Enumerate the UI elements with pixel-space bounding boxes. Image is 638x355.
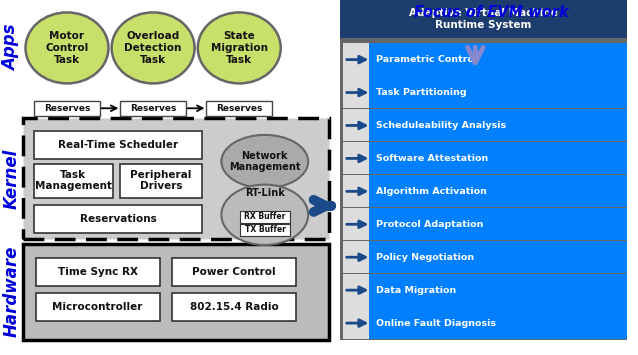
FancyBboxPatch shape bbox=[369, 175, 627, 207]
FancyBboxPatch shape bbox=[240, 211, 290, 223]
Text: Policy Negotiation: Policy Negotiation bbox=[376, 253, 475, 262]
FancyBboxPatch shape bbox=[369, 109, 627, 141]
FancyBboxPatch shape bbox=[36, 258, 160, 286]
Ellipse shape bbox=[26, 12, 108, 83]
FancyBboxPatch shape bbox=[340, 0, 627, 39]
FancyBboxPatch shape bbox=[340, 142, 627, 175]
FancyBboxPatch shape bbox=[34, 205, 202, 233]
Text: TX Buffer: TX Buffer bbox=[244, 225, 286, 234]
FancyBboxPatch shape bbox=[343, 109, 369, 141]
Text: Network
Management: Network Management bbox=[229, 151, 300, 172]
FancyBboxPatch shape bbox=[340, 331, 627, 340]
Text: Task
Management: Task Management bbox=[35, 170, 112, 191]
FancyBboxPatch shape bbox=[34, 131, 202, 159]
FancyBboxPatch shape bbox=[343, 273, 369, 306]
Text: Data Migration: Data Migration bbox=[376, 286, 457, 295]
FancyBboxPatch shape bbox=[36, 293, 160, 321]
FancyBboxPatch shape bbox=[172, 293, 296, 321]
FancyBboxPatch shape bbox=[340, 38, 627, 43]
FancyBboxPatch shape bbox=[369, 142, 627, 174]
FancyBboxPatch shape bbox=[340, 175, 627, 208]
Text: RT-Link: RT-Link bbox=[245, 189, 285, 198]
FancyBboxPatch shape bbox=[172, 258, 296, 286]
Text: Reserves: Reserves bbox=[216, 104, 262, 113]
Text: RX Buffer: RX Buffer bbox=[244, 212, 286, 221]
Text: Reservations: Reservations bbox=[80, 214, 156, 224]
Text: Software Attestation: Software Attestation bbox=[376, 154, 489, 163]
FancyBboxPatch shape bbox=[343, 241, 369, 273]
FancyBboxPatch shape bbox=[369, 76, 627, 109]
FancyBboxPatch shape bbox=[343, 175, 369, 207]
FancyBboxPatch shape bbox=[369, 208, 627, 240]
FancyBboxPatch shape bbox=[23, 244, 329, 340]
Text: Protocol Adaptation: Protocol Adaptation bbox=[376, 220, 484, 229]
FancyBboxPatch shape bbox=[369, 273, 627, 306]
FancyBboxPatch shape bbox=[343, 142, 369, 174]
FancyBboxPatch shape bbox=[120, 101, 186, 116]
FancyBboxPatch shape bbox=[343, 76, 369, 109]
FancyBboxPatch shape bbox=[369, 43, 627, 76]
Ellipse shape bbox=[221, 185, 308, 245]
FancyBboxPatch shape bbox=[23, 118, 329, 239]
Text: Scheduleability Analysis: Scheduleability Analysis bbox=[376, 121, 507, 130]
FancyBboxPatch shape bbox=[340, 109, 627, 142]
FancyBboxPatch shape bbox=[206, 101, 272, 116]
Text: Overload
Detection
Task: Overload Detection Task bbox=[124, 31, 182, 65]
FancyBboxPatch shape bbox=[34, 164, 113, 198]
Text: Power Control: Power Control bbox=[192, 267, 276, 278]
Text: Motor
Control
Task: Motor Control Task bbox=[45, 31, 89, 65]
FancyBboxPatch shape bbox=[343, 208, 369, 240]
Ellipse shape bbox=[112, 12, 195, 83]
FancyBboxPatch shape bbox=[369, 241, 627, 273]
FancyBboxPatch shape bbox=[340, 241, 627, 274]
FancyBboxPatch shape bbox=[34, 101, 100, 116]
Text: Online Fault Diagnosis: Online Fault Diagnosis bbox=[376, 318, 496, 328]
Text: Microcontroller: Microcontroller bbox=[52, 302, 143, 312]
Text: Hardware: Hardware bbox=[3, 246, 20, 338]
FancyBboxPatch shape bbox=[369, 306, 627, 339]
Text: Peripheral
Drivers: Peripheral Drivers bbox=[130, 170, 192, 191]
FancyBboxPatch shape bbox=[120, 164, 202, 198]
Text: Time Sync RX: Time Sync RX bbox=[57, 267, 138, 278]
Text: Adaptive Virtual Machine
Runtime System: Adaptive Virtual Machine Runtime System bbox=[409, 9, 558, 30]
Text: 802.15.4 Radio: 802.15.4 Radio bbox=[189, 302, 279, 312]
FancyBboxPatch shape bbox=[340, 43, 627, 76]
Ellipse shape bbox=[198, 12, 281, 83]
FancyBboxPatch shape bbox=[340, 273, 627, 307]
Text: Focus of EVM work: Focus of EVM work bbox=[414, 5, 568, 20]
Text: Reserves: Reserves bbox=[44, 104, 90, 113]
Text: Real-Time Scheduler: Real-Time Scheduler bbox=[58, 140, 178, 150]
Text: Apps: Apps bbox=[3, 25, 20, 71]
FancyBboxPatch shape bbox=[343, 306, 369, 339]
FancyBboxPatch shape bbox=[343, 43, 369, 76]
FancyBboxPatch shape bbox=[340, 208, 627, 241]
Text: Kernel: Kernel bbox=[3, 148, 20, 209]
FancyBboxPatch shape bbox=[240, 224, 290, 236]
Ellipse shape bbox=[221, 135, 308, 188]
Text: Algorithm Activation: Algorithm Activation bbox=[376, 187, 487, 196]
Text: Task Partitioning: Task Partitioning bbox=[376, 88, 467, 97]
Text: State
Migration
Task: State Migration Task bbox=[211, 31, 268, 65]
FancyBboxPatch shape bbox=[340, 306, 627, 340]
FancyBboxPatch shape bbox=[340, 76, 627, 109]
Text: Parametric Control: Parametric Control bbox=[376, 55, 478, 64]
Text: Reserves: Reserves bbox=[130, 104, 176, 113]
